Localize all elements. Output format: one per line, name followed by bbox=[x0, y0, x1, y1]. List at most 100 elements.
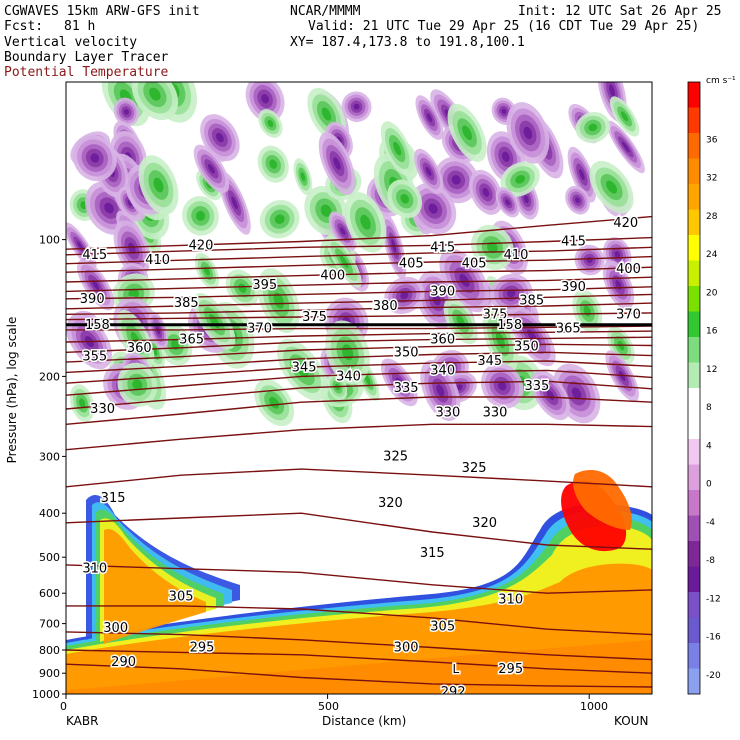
velocity-shading bbox=[143, 82, 167, 108]
velocity-shading bbox=[459, 313, 465, 320]
velocity-shading bbox=[211, 128, 228, 148]
velocity-shading bbox=[133, 168, 173, 221]
velocity-shading bbox=[612, 275, 625, 295]
velocity-shading bbox=[447, 170, 466, 190]
velocity-shading bbox=[515, 174, 526, 184]
velocity-shading bbox=[328, 244, 347, 266]
velocity-shading bbox=[339, 254, 349, 268]
velocity-shading bbox=[509, 305, 524, 319]
velocity-shading bbox=[76, 393, 89, 413]
velocity-shading bbox=[328, 125, 351, 155]
velocity-shading bbox=[70, 131, 111, 166]
velocity-shading bbox=[125, 196, 135, 210]
contour-label: 370 bbox=[616, 307, 641, 322]
velocity-shading bbox=[502, 298, 532, 326]
velocity-shading bbox=[486, 131, 525, 183]
velocity-shading bbox=[384, 141, 414, 177]
velocity-shading bbox=[95, 147, 129, 198]
valid-time: Valid: 21 UTC Tue 29 Apr 25 (16 CDT Tue … bbox=[308, 19, 700, 34]
velocity-shading bbox=[605, 265, 632, 305]
velocity-shading bbox=[510, 170, 530, 189]
velocity-shading bbox=[475, 178, 496, 206]
velocity-shading bbox=[321, 107, 332, 121]
velocity-shading bbox=[506, 289, 516, 298]
velocity-shading bbox=[148, 170, 169, 200]
colorbar-swatch bbox=[688, 413, 700, 440]
velocity-shading bbox=[436, 384, 445, 397]
colorbar-swatch bbox=[688, 464, 700, 491]
velocity-shading bbox=[257, 89, 273, 109]
velocity-shading bbox=[344, 192, 387, 253]
velocity-shading bbox=[134, 196, 165, 234]
velocity-shading bbox=[121, 133, 134, 151]
velocity-shading bbox=[410, 183, 457, 235]
velocity-shading bbox=[73, 319, 96, 345]
velocity-shading bbox=[491, 324, 510, 357]
velocity-shading bbox=[320, 204, 332, 217]
velocity-shading bbox=[133, 366, 140, 374]
velocity-shading bbox=[572, 289, 603, 333]
velocity-shading bbox=[210, 135, 221, 151]
velocity-shading bbox=[324, 297, 369, 347]
velocity-shading bbox=[428, 372, 453, 409]
velocity-shading bbox=[444, 109, 452, 120]
velocity-shading bbox=[221, 177, 248, 229]
boundary-layer-tracer bbox=[66, 563, 652, 694]
velocity-shading bbox=[571, 387, 582, 400]
velocity-shading bbox=[333, 157, 341, 170]
contour-label: 385 bbox=[174, 296, 199, 311]
velocity-shading bbox=[452, 309, 470, 333]
velocity-shading bbox=[447, 103, 487, 162]
velocity-shading bbox=[620, 111, 629, 122]
velocity-shading bbox=[567, 188, 588, 212]
contour-label: 310 bbox=[498, 593, 523, 608]
velocity-shading bbox=[449, 261, 480, 300]
contour-label: 400 bbox=[616, 262, 641, 277]
velocity-shading bbox=[130, 275, 137, 282]
colorbar-tick-label: 0 bbox=[706, 480, 712, 490]
velocity-shading bbox=[88, 274, 104, 296]
velocity-shading bbox=[444, 374, 474, 400]
y-tick-label: 900 bbox=[39, 667, 60, 680]
velocity-shading bbox=[534, 375, 567, 416]
velocity-shading bbox=[457, 118, 477, 148]
velocity-shading bbox=[120, 190, 140, 216]
velocity-shading bbox=[140, 190, 147, 200]
velocity-shading bbox=[334, 383, 340, 391]
colorbar-swatch bbox=[688, 209, 700, 236]
colorbar-swatch bbox=[688, 643, 700, 669]
velocity-shading bbox=[123, 269, 143, 288]
contour-label: 335 bbox=[394, 381, 419, 396]
velocity-shading bbox=[389, 134, 406, 163]
theta-contour-385 bbox=[66, 293, 652, 310]
velocity-shading bbox=[79, 398, 86, 408]
boundary-layer-tracer bbox=[104, 528, 206, 644]
velocity-shading bbox=[389, 147, 409, 171]
velocity-shading bbox=[400, 193, 410, 204]
velocity-shading bbox=[498, 146, 514, 168]
velocity-shading bbox=[324, 381, 349, 418]
y-tick-label: 100 bbox=[39, 234, 60, 247]
contour-label: 370 bbox=[247, 322, 272, 337]
velocity-shading bbox=[441, 371, 477, 403]
velocity-shading bbox=[200, 154, 223, 184]
velocity-shading bbox=[519, 120, 537, 146]
velocity-shading bbox=[326, 144, 348, 183]
velocity-shading bbox=[330, 328, 365, 377]
velocity-shading bbox=[225, 269, 259, 307]
velocity-shading bbox=[325, 320, 370, 385]
velocity-shading bbox=[414, 148, 444, 195]
velocity-shading bbox=[609, 96, 640, 137]
theta-contour-295 bbox=[66, 649, 652, 674]
velocity-shading bbox=[378, 187, 395, 205]
velocity-shading bbox=[317, 209, 348, 252]
colorbar-swatch bbox=[688, 515, 700, 542]
velocity-shading bbox=[416, 270, 457, 329]
velocity-shading bbox=[345, 256, 364, 283]
colorbar-swatch bbox=[688, 592, 700, 618]
velocity-shading bbox=[66, 227, 94, 265]
velocity-shading bbox=[125, 224, 138, 243]
velocity-shading bbox=[144, 333, 166, 369]
contour-label: 325 bbox=[383, 449, 408, 464]
velocity-shading bbox=[121, 307, 148, 341]
